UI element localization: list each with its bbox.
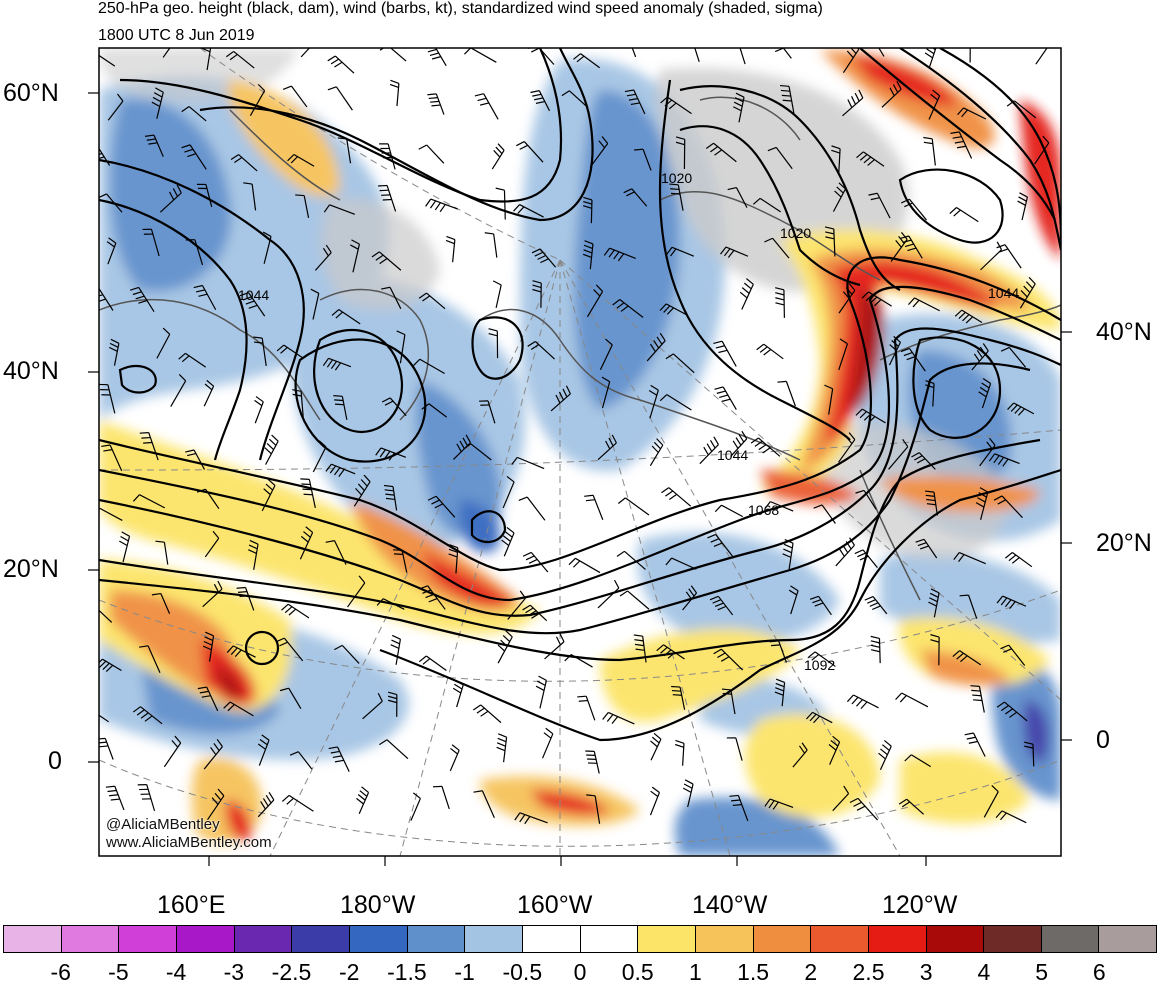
colorbar-label: -6 [50, 959, 70, 986]
colorbar-swatch [581, 926, 639, 952]
colorbar-label: -1.5 [387, 959, 427, 986]
colorbar-label: 0.5 [622, 959, 654, 986]
colorbar [3, 925, 1157, 953]
colorbar-swatch [523, 926, 581, 952]
credit-handle: @AliciaMBentley [106, 816, 220, 833]
colorbar-label: 3 [920, 959, 933, 986]
colorbar-label: 4 [977, 959, 990, 986]
contour-label: 1044 [238, 287, 269, 303]
lon-label: 160°E [157, 891, 225, 920]
colorbar-label: -0.5 [502, 959, 542, 986]
colorbar-label: 1 [689, 959, 702, 986]
colorbar-label: -4 [166, 959, 186, 986]
colorbar-label: 2 [804, 959, 817, 986]
colorbar-swatch [119, 926, 177, 952]
colorbar-label: -5 [108, 959, 128, 986]
colorbar-swatch [754, 926, 812, 952]
colorbar-label: -2.5 [272, 959, 312, 986]
colorbar-swatch [984, 926, 1042, 952]
contour-label: 1020 [780, 225, 811, 241]
colorbar-swatch [811, 926, 869, 952]
weather-map: 1044 1020 1020 1044 1044 1068 1092 [0, 0, 1160, 920]
colorbar-swatch [62, 926, 120, 952]
colorbar-label: -3 [224, 959, 244, 986]
colorbar-label: -1 [454, 959, 474, 986]
colorbar-swatch [1042, 926, 1100, 952]
colorbar-label: 5 [1035, 959, 1048, 986]
colorbar-label: -2 [339, 959, 359, 986]
lat-label: 0 [1096, 726, 1110, 755]
colorbar-label: 6 [1093, 959, 1106, 986]
colorbar-swatch [927, 926, 985, 952]
lon-label: 180°W [340, 891, 415, 920]
contour-label: 1068 [748, 502, 779, 518]
colorbar-swatch [408, 926, 466, 952]
lat-label: 20°N [3, 555, 59, 584]
credit-url: www.AliciaMBentley.com [106, 834, 272, 851]
lon-label: 120°W [882, 891, 957, 920]
lat-label: 40°N [1096, 318, 1152, 347]
colorbar-label: 2.5 [853, 959, 885, 986]
contour-label: 1092 [804, 657, 835, 673]
colorbar-swatch [869, 926, 927, 952]
lon-label: 140°W [692, 891, 767, 920]
colorbar-swatch [292, 926, 350, 952]
colorbar-swatch [465, 926, 523, 952]
colorbar-swatch [638, 926, 696, 952]
contour-label: 1044 [988, 285, 1019, 301]
colorbar-swatch [177, 926, 235, 952]
lat-label: 20°N [1096, 529, 1152, 558]
colorbar-label: 1.5 [737, 959, 769, 986]
colorbar-label: 0 [574, 959, 587, 986]
contour-label: 1020 [661, 170, 692, 186]
colorbar-swatch [4, 926, 62, 952]
lat-label: 40°N [3, 357, 59, 386]
lat-label: 0 [48, 747, 62, 776]
colorbar-swatch [350, 926, 408, 952]
contour-label: 1044 [717, 447, 748, 463]
lon-label: 160°W [517, 891, 592, 920]
colorbar-swatch [1099, 926, 1156, 952]
colorbar-swatch [235, 926, 293, 952]
lat-label: 60°N [3, 79, 59, 108]
colorbar-swatch [696, 926, 754, 952]
